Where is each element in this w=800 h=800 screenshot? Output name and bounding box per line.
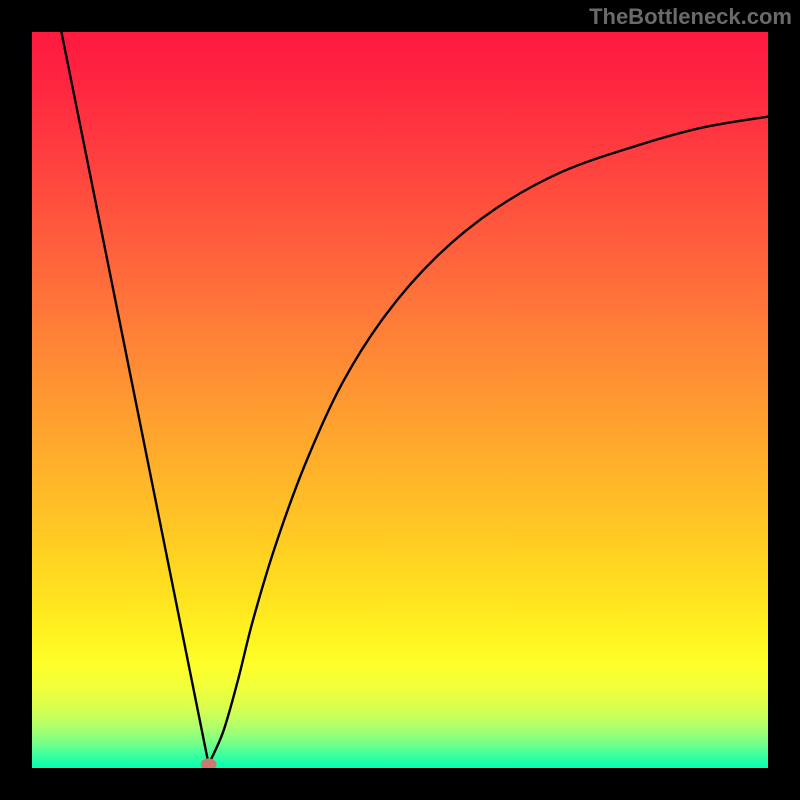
minimum-marker — [201, 758, 217, 768]
chart-frame: TheBottleneck.com — [0, 0, 800, 800]
attribution-text: TheBottleneck.com — [589, 4, 792, 30]
plot-area — [32, 32, 768, 768]
bottleneck-curve — [32, 32, 768, 768]
